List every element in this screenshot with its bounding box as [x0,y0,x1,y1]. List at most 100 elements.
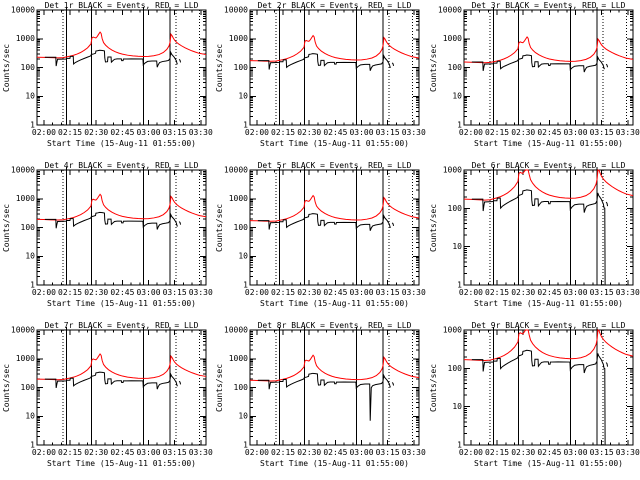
y-tick-label: 1000 [16,194,35,203]
lld-series [463,169,633,201]
axes [463,167,634,286]
axes [36,327,207,446]
x-tick-label: 03:15 [163,128,187,137]
x-axis-label: Start Time (15-Aug-11 01:55:00) [474,139,623,148]
axes [463,7,634,126]
y-tick-label: 100 [21,383,36,392]
x-axis-label: Start Time (15-Aug-11 01:55:00) [47,459,196,468]
x-tick-label: 03:00 [136,288,160,297]
x-tick-label: 03:30 [402,128,426,137]
y-tick-label: 1 [457,280,462,289]
x-axis-label: Start Time (15-Aug-11 01:55:00) [474,299,623,308]
x-tick-label: 02:30 [84,128,108,137]
x-tick-label: 02:00 [245,288,269,297]
x-tick-label: 03:00 [563,448,587,457]
x-tick-label: 02:00 [32,448,56,457]
x-tick-label: 02:30 [298,448,322,457]
y-tick-label: 10000 [11,165,35,174]
y-tick-label: 1 [244,440,249,449]
x-tick-label: 02:00 [459,288,483,297]
x-axis-label: Start Time (15-Aug-11 01:55:00) [47,299,196,308]
plot-title: Det 1r BLACK = Events, RED = LLD [45,1,199,10]
x-tick-label: 03:30 [615,448,639,457]
axes [249,167,420,286]
y-tick-label: 1000 [442,34,461,43]
x-tick-label: 02:30 [511,448,535,457]
plot-cell-det-1r: 1 10 100 1000 10000 02:00 02:15 02:30 02:45 03:00… [0,0,213,160]
y-axis-label: Counts/sec [429,364,438,412]
y-tick-label: 10 [25,412,35,421]
x-tick-label: 02:45 [324,128,348,137]
plot-cell-det-4r: 1 10 100 1000 10000 02:00 02:15 02:30 02:45 03:00… [0,160,213,320]
axes [249,7,420,126]
y-tick-label: 1000 [16,354,35,363]
y-tick-label: 10 [452,242,462,251]
y-tick-label: 1000 [229,194,248,203]
y-tick-label: 1 [30,280,35,289]
y-tick-label: 10000 [11,325,35,334]
plot-title: Det 7r BLACK = Events, RED = LLD [45,321,199,330]
x-tick-label: 03:30 [402,288,426,297]
x-tick-label: 02:00 [459,128,483,137]
y-tick-label: 10 [239,92,249,101]
y-tick-label: 100 [447,204,462,213]
x-axis-label: Start Time (15-Aug-11 01:55:00) [47,139,196,148]
plot-cell-det-2r: 1 10 100 1000 10000 02:00 02:15 02:30 02:45 03:00… [213,0,426,160]
lld-series [463,36,633,64]
y-tick-label: 10000 [11,5,35,14]
events-series-tail [392,222,395,226]
y-axis-label: Counts/sec [2,44,11,92]
plot-det-3r: 1 10 100 1000 10000 02:00 02:15 02:30 02:45 03:00… [429,1,640,148]
x-tick-label: 03:30 [189,128,213,137]
y-tick-label: 10000 [224,325,248,334]
plot-title: Det 2r BLACK = Events, RED = LLD [258,1,412,10]
y-tick-label: 10000 [438,5,462,14]
y-tick-label: 10 [452,92,462,101]
x-tick-label: 02:15 [485,128,509,137]
x-tick-label: 03:15 [376,128,400,137]
x-tick-label: 02:30 [84,448,108,457]
plot-title: Det 6r BLACK = Events, RED = LLD [471,161,625,170]
x-tick-label: 03:30 [402,448,426,457]
x-tick-label: 02:30 [298,128,322,137]
x-tick-label: 02:15 [58,448,82,457]
x-tick-label: 02:00 [32,288,56,297]
plot-cell-det-3r: 1 10 100 1000 10000 02:00 02:15 02:30 02:45 03:00… [427,0,640,160]
y-tick-label: 1 [244,120,249,129]
events-series [471,189,606,285]
plot-cell-det-9r: 1 10 100 1000 02:00 02:15 02:30 02:45 03:00 03:15… [427,320,640,480]
x-tick-label: 03:00 [350,128,374,137]
x-tick-label: 02:30 [84,288,108,297]
x-axis-label: Start Time (15-Aug-11 01:55:00) [260,139,409,148]
x-tick-label: 03:30 [189,288,213,297]
plot-det-4r: 1 10 100 1000 10000 02:00 02:15 02:30 02:45 03:00… [2,161,213,308]
y-tick-label: 10 [239,412,249,421]
lld-series [250,34,420,62]
y-tick-label: 1 [30,440,35,449]
x-tick-label: 03:30 [189,448,213,457]
lld-series [250,194,420,222]
y-axis-label: Counts/sec [2,204,11,252]
x-tick-label: 02:15 [485,288,509,297]
y-tick-label: 1000 [229,34,248,43]
x-tick-label: 02:00 [32,128,56,137]
x-tick-label: 02:45 [537,128,561,137]
lld-series [36,353,207,381]
x-tick-label: 03:00 [136,128,160,137]
y-tick-label: 10 [452,402,462,411]
events-series-tail [392,62,395,66]
x-tick-label: 03:00 [350,448,374,457]
y-tick-label: 1 [30,120,35,129]
x-tick-label: 02:15 [271,128,295,137]
y-tick-label: 1000 [16,34,35,43]
plot-title: Det 9r BLACK = Events, RED = LLD [471,321,625,330]
x-tick-label: 03:15 [163,448,187,457]
y-tick-label: 100 [234,383,249,392]
y-tick-label: 100 [234,223,249,232]
events-series-tail [178,59,182,63]
y-tick-label: 1000 [229,354,248,363]
x-tick-label: 03:15 [589,448,613,457]
x-tick-label: 03:00 [563,288,587,297]
events-series [258,53,392,71]
x-tick-label: 02:15 [485,448,509,457]
